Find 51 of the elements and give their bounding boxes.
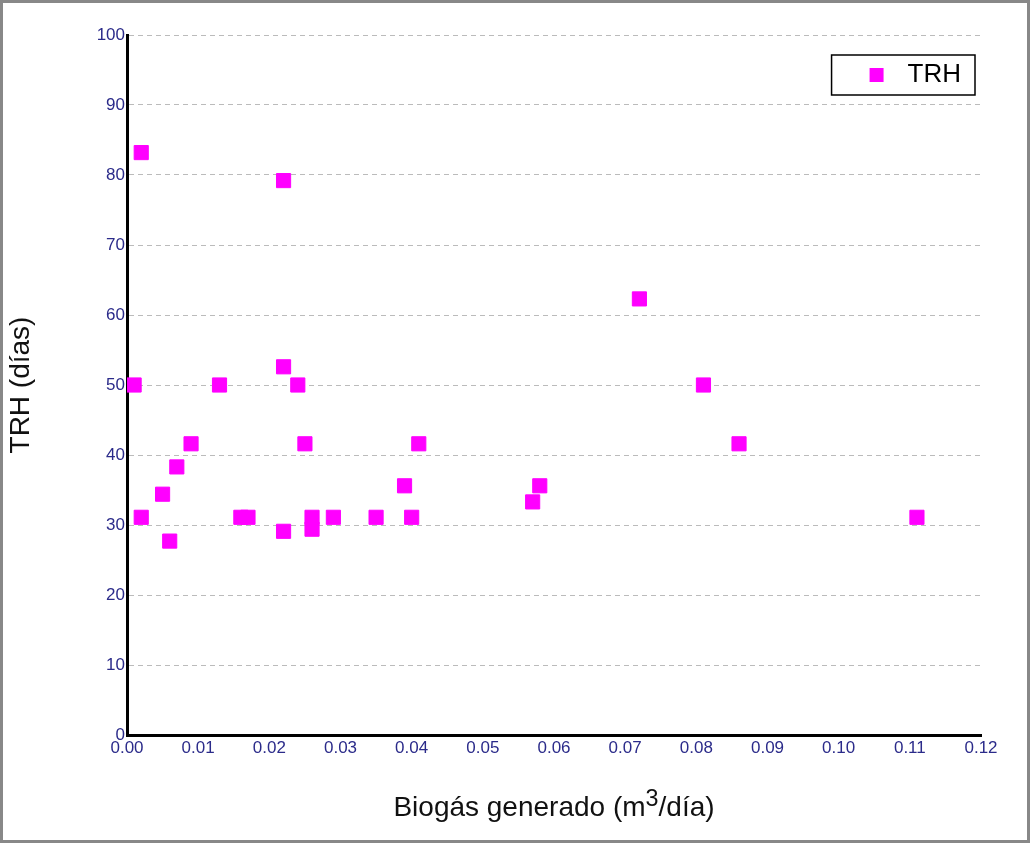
point	[162, 533, 178, 549]
y-tick-label: 20	[106, 584, 125, 604]
x-tick-label: 0.11	[893, 737, 926, 757]
point	[909, 509, 925, 525]
y-tick-label: 10	[106, 654, 125, 674]
point	[127, 377, 142, 393]
y-tick-label: 30	[106, 514, 125, 534]
point	[276, 359, 292, 375]
point	[155, 486, 171, 502]
y-axis-title: TRH (días)	[3, 316, 35, 454]
point	[532, 478, 548, 494]
x-tick-label: 0.08	[679, 737, 713, 757]
point	[276, 173, 292, 189]
point	[211, 377, 228, 393]
point	[631, 291, 647, 307]
point	[133, 509, 149, 525]
x-axis-title: Biogás generado (m$^{3}$/día)	[392, 785, 716, 824]
x-tick-label: 0.04	[395, 737, 429, 757]
y-tick-label: 40	[106, 444, 125, 464]
point	[525, 494, 541, 510]
point	[695, 377, 712, 393]
point	[304, 521, 320, 537]
y-tick-label: 60	[106, 304, 125, 324]
y-tick-label: 70	[106, 234, 125, 254]
point	[297, 436, 313, 452]
y-tick-label: 50	[106, 374, 125, 394]
point	[325, 509, 341, 525]
point	[169, 459, 185, 475]
x-tick-label: 0.10	[822, 737, 856, 757]
x-tick-label: 0.01	[181, 737, 215, 757]
point	[731, 436, 747, 452]
x-tick-label: 0.09	[750, 737, 785, 757]
y-tick-label: 90	[106, 94, 125, 114]
legend-label: TRH	[907, 58, 961, 89]
x-tick-label: 0.03	[323, 737, 358, 757]
x-tick-label: 0.02	[252, 737, 286, 757]
y-tick-label: 100	[96, 24, 125, 44]
point	[396, 478, 413, 494]
x-tick-label: 0.06	[537, 737, 571, 757]
point	[183, 436, 199, 452]
point	[411, 436, 427, 452]
point	[133, 145, 149, 161]
x-tick-label: 0.07	[608, 737, 642, 757]
x-tick-label: 0.12	[964, 737, 998, 757]
y-tick-label: 80	[106, 164, 125, 184]
point	[240, 509, 256, 525]
point	[290, 377, 306, 393]
point	[404, 509, 420, 525]
point	[276, 523, 292, 539]
x-tick-label: 0.05	[466, 737, 500, 757]
point	[368, 509, 384, 525]
